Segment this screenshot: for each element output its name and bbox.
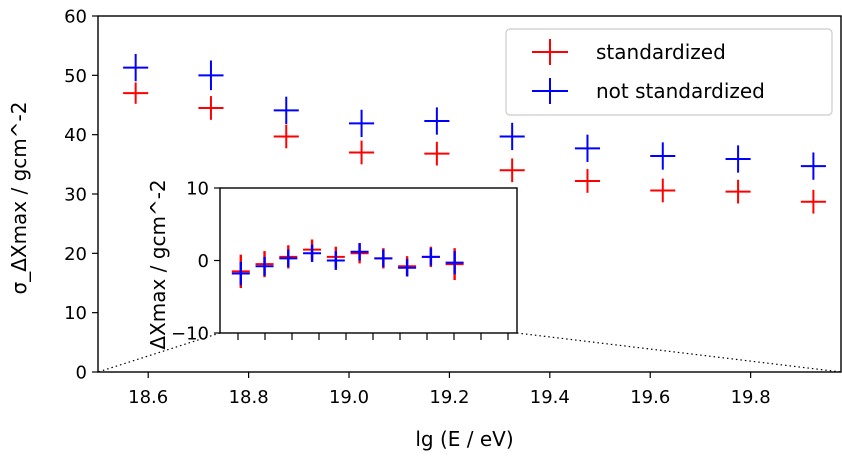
y-tick-label: 20 (64, 244, 87, 265)
data-point-not-standardized (574, 134, 601, 162)
data-point-not-standardized (725, 145, 751, 173)
inset-data-point-not-standardized (445, 251, 464, 275)
data-point-not-standardized (499, 122, 525, 151)
data-point-standardized (123, 82, 149, 104)
inset-y-axis-label: ΔXmax / gcm^-2 (146, 179, 170, 349)
data-point-not-standardized (198, 60, 224, 91)
y-tick-label: 40 (64, 125, 87, 146)
y-tick-label: 60 (64, 7, 87, 28)
inset-y-tick-label: −10 (171, 324, 209, 345)
x-tick-label: 19.4 (530, 387, 570, 408)
legend-entry: not standardized (532, 78, 765, 104)
data-point-standardized (650, 178, 676, 203)
x-tick-label: 18.8 (229, 387, 269, 408)
inset-data-point-not-standardized (279, 249, 298, 268)
x-tick-label: 19.6 (630, 387, 670, 408)
inset-data-point-not-standardized (374, 249, 393, 268)
y-tick-label: 0 (76, 363, 87, 384)
data-point-standardized (273, 124, 299, 149)
data-point-not-standardized (349, 109, 375, 138)
data-point-standardized (574, 169, 601, 193)
legend-entry: standardized (532, 39, 726, 65)
data-point-standardized (349, 140, 375, 165)
x-tick-label: 19.0 (329, 387, 369, 408)
zoom-line-right (516, 332, 842, 373)
inset-data-point-not-standardized (421, 248, 440, 266)
zoom-line-left (97, 332, 221, 373)
inset-y-tick-label: 10 (186, 179, 209, 200)
x-tick-label: 19.2 (429, 387, 469, 408)
data-point-standardized (424, 141, 450, 166)
data-point-not-standardized (273, 96, 299, 124)
main-plot-marks: 18.6 18.8 19.0 19.2 19.4 19.6 19.8 0 10 20 30 40 50 6… (7, 7, 842, 451)
y-axis-label: σ_ΔXmax / gcm^-2 (7, 102, 31, 295)
data-point-not-standardized (424, 107, 450, 135)
y-tick-label: 50 (64, 66, 87, 87)
data-point-standardized (800, 189, 826, 214)
inset-zoom-lines (97, 332, 842, 373)
data-point-standardized (499, 158, 525, 183)
legend-box (505, 28, 833, 116)
inset-data-point-not-standardized (303, 244, 322, 262)
y-tick-label: 30 (64, 185, 87, 206)
inset-data-point-not-standardized (350, 243, 369, 261)
data-point-standardized (198, 96, 224, 120)
data-point-not-standardized (650, 142, 676, 170)
x-tick-label: 19.8 (731, 387, 771, 408)
inset-data-point-not-standardized (398, 259, 417, 277)
data-point-not-standardized (123, 53, 149, 82)
inset-data-point-not-standardized (231, 261, 250, 286)
inset-data-point-not-standardized (326, 251, 345, 270)
data-point-standardized (725, 179, 751, 204)
legend-label: standardized (596, 40, 726, 64)
x-tick-label: 18.6 (128, 387, 168, 408)
data-point-not-standardized (800, 152, 826, 180)
legend: standardized not standardized (505, 28, 833, 116)
inset-data-point-not-standardized (255, 256, 274, 276)
y-tick-label: 10 (64, 303, 87, 324)
inset-y-tick-label: 0 (198, 251, 209, 272)
legend-label: not standardized (596, 79, 765, 103)
x-axis-label: lg (E / eV) (415, 427, 513, 451)
inset-axes-frame (219, 187, 518, 334)
